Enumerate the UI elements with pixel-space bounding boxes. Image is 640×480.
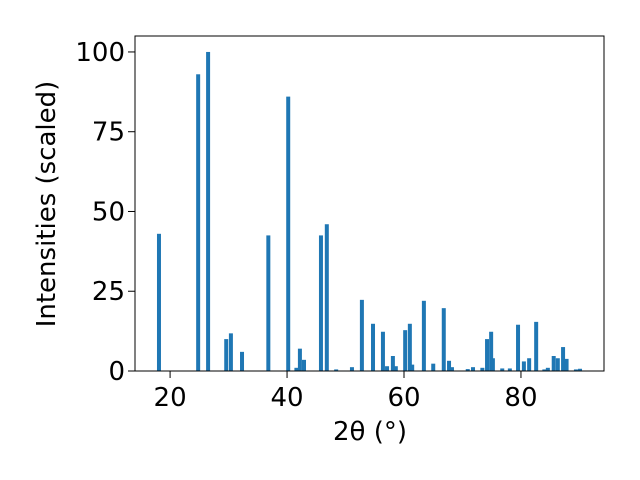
bar [403, 330, 408, 371]
bar [196, 74, 201, 372]
bar [385, 366, 390, 371]
bar [407, 323, 412, 371]
y-tick-label: 100 [75, 38, 125, 68]
bar [534, 321, 539, 371]
bar [471, 367, 476, 371]
bar [449, 367, 454, 371]
bar [297, 348, 302, 371]
y-axis-label: Intensities (scaled) [32, 81, 62, 328]
y-tick-label: 50 [92, 197, 125, 227]
bar [431, 363, 436, 371]
y-tick-label: 25 [92, 277, 125, 307]
x-tick-label: 20 [154, 383, 187, 413]
bar [441, 308, 446, 371]
bar [266, 235, 271, 371]
bar [318, 235, 323, 371]
bar [545, 367, 550, 371]
bar [410, 364, 415, 371]
bar [302, 359, 307, 371]
bar [527, 358, 532, 371]
bar [286, 96, 291, 371]
plot-frame [134, 35, 605, 372]
bar [359, 299, 364, 371]
x-axis-label: 2θ (°) [333, 417, 407, 447]
bar [447, 360, 452, 371]
bar [573, 369, 578, 371]
bar [485, 339, 490, 371]
bar [500, 368, 505, 371]
bar [421, 300, 426, 371]
bar [516, 324, 521, 371]
bar [349, 367, 354, 371]
bar [561, 347, 566, 371]
y-tick-label: 75 [92, 118, 125, 148]
bar [521, 361, 526, 371]
bar [380, 331, 385, 371]
bar [206, 51, 211, 371]
bar [578, 368, 583, 371]
y-tick-label: 0 [108, 357, 125, 387]
bar [542, 369, 547, 371]
bar [555, 358, 560, 371]
bar [551, 356, 556, 371]
bar [507, 368, 512, 371]
bar [371, 323, 376, 371]
bar [465, 369, 470, 371]
bar [228, 333, 233, 371]
bar [480, 367, 485, 371]
x-tick-label: 40 [270, 383, 303, 413]
x-tick-label: 80 [504, 383, 537, 413]
bar [489, 331, 494, 371]
bar [156, 233, 161, 371]
bar [490, 358, 495, 371]
x-tick-label: 60 [387, 383, 420, 413]
bar [390, 356, 395, 371]
bar [294, 367, 299, 371]
bar [240, 351, 245, 371]
bar [224, 339, 229, 371]
bar [324, 224, 329, 371]
bar [393, 366, 398, 371]
bar [334, 369, 339, 371]
bar [564, 358, 569, 371]
